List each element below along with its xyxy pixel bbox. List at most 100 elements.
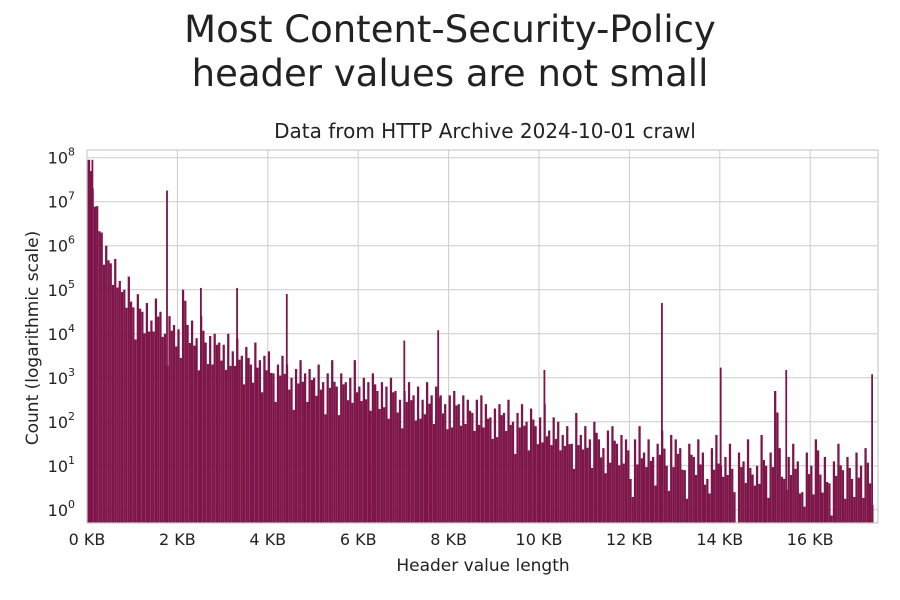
bar-131-b: [681, 469, 684, 523]
bar-105-b: [563, 445, 567, 523]
bar-111-b: [590, 467, 594, 523]
bar-73: [416, 386, 420, 523]
bar-1-b: [93, 206, 97, 523]
bar-92-b: [505, 430, 508, 523]
bar-91: [498, 404, 501, 523]
peak-bar-7: [437, 330, 440, 523]
bar-87: [480, 395, 483, 523]
bar-97-b: [527, 450, 530, 523]
bar-119-b: [627, 450, 630, 523]
peak-bar-4: [236, 287, 238, 523]
bar-50: [313, 377, 316, 523]
bar-18-b: [170, 330, 173, 523]
bar-116: [611, 426, 614, 523]
bar-148-b: [758, 483, 761, 523]
bar-20: [177, 329, 180, 523]
bar-75-b: [428, 403, 431, 523]
bar-72-b: [414, 420, 417, 523]
bar-56-b: [342, 384, 345, 523]
bar-135-b: [699, 464, 702, 523]
bar-89: [489, 417, 492, 523]
bar-49: [308, 368, 311, 523]
bar-63: [371, 373, 375, 523]
bar-160: [810, 465, 813, 523]
bar-68-b: [396, 412, 399, 523]
bar-120: [629, 478, 632, 523]
bar-164-b: [830, 515, 833, 523]
bar-156-b: [794, 468, 797, 523]
y-tick-label-4: 104: [48, 322, 75, 344]
bar-16: [159, 311, 162, 523]
bar-74-b: [423, 414, 426, 523]
bar-27-b: [211, 364, 214, 523]
x-tick-label-6: 12 KB: [606, 530, 653, 549]
bar-134-b: [694, 474, 698, 523]
bar-36: [249, 364, 252, 523]
bar-139: [715, 434, 718, 523]
bar-73-b: [419, 418, 422, 523]
bar-78: [439, 395, 442, 523]
bar-46: [294, 368, 298, 523]
bar-172-b: [866, 462, 869, 523]
y-axis-label: Count (logarithmic scale): [23, 231, 43, 445]
bar-167-b: [844, 498, 847, 523]
bar-64: [376, 390, 379, 523]
bar-48: [303, 373, 307, 523]
bar-96-b: [523, 425, 526, 523]
bar-159: [805, 452, 808, 523]
bar-27: [209, 335, 212, 523]
bar-7: [118, 280, 121, 523]
bar-81: [453, 390, 456, 523]
bar-38-b: [261, 392, 264, 523]
bar-96: [520, 404, 524, 523]
y-tick-label-8: 108: [48, 146, 75, 168]
bar-142-b: [731, 468, 734, 523]
bar-54: [331, 360, 334, 523]
bar-147: [751, 474, 754, 523]
bar-166-b: [839, 465, 842, 523]
bar-151: [769, 452, 772, 523]
bar-124-b: [649, 460, 652, 523]
bar-9-b: [129, 301, 133, 523]
bar-10-b: [134, 339, 137, 523]
peak-bar-2: [166, 190, 168, 523]
bar-79-b: [446, 429, 449, 523]
bar-159-b: [807, 474, 811, 523]
bar-133-b: [690, 454, 693, 523]
bar-162-b: [821, 492, 824, 523]
bar-43: [281, 355, 284, 523]
bar-88-b: [487, 418, 490, 523]
bar-82: [457, 404, 460, 523]
bar-68: [394, 390, 397, 523]
bar-123: [642, 452, 646, 523]
bar-28: [213, 333, 216, 523]
bar-11-b: [138, 308, 142, 523]
bar-146-b: [749, 467, 752, 523]
bar-45-b: [292, 409, 295, 523]
bar-5-b: [111, 284, 115, 523]
bar-113-b: [600, 457, 603, 523]
x-tick-label-3: 6 KB: [340, 530, 377, 549]
bar-129: [670, 434, 673, 523]
bar-103-b: [554, 438, 558, 523]
bar-134: [692, 456, 695, 523]
bar-29-b: [220, 360, 223, 523]
bar-66: [385, 386, 388, 523]
bar-153: [778, 448, 781, 523]
bar-4-b: [107, 260, 110, 523]
bar-65: [380, 382, 384, 523]
bar-138: [710, 448, 714, 523]
bar-117: [615, 443, 619, 523]
bar-119: [624, 439, 628, 523]
bar-85-b: [473, 430, 476, 523]
bar-114: [602, 448, 605, 523]
bar-117-b: [618, 465, 621, 523]
bar-122: [638, 426, 641, 523]
bar-93-b: [509, 424, 512, 523]
bar-54-b: [333, 381, 336, 523]
bar-26: [204, 342, 207, 523]
bar-32-b: [233, 365, 237, 523]
bar-92: [502, 412, 506, 523]
bar-105: [561, 434, 564, 523]
